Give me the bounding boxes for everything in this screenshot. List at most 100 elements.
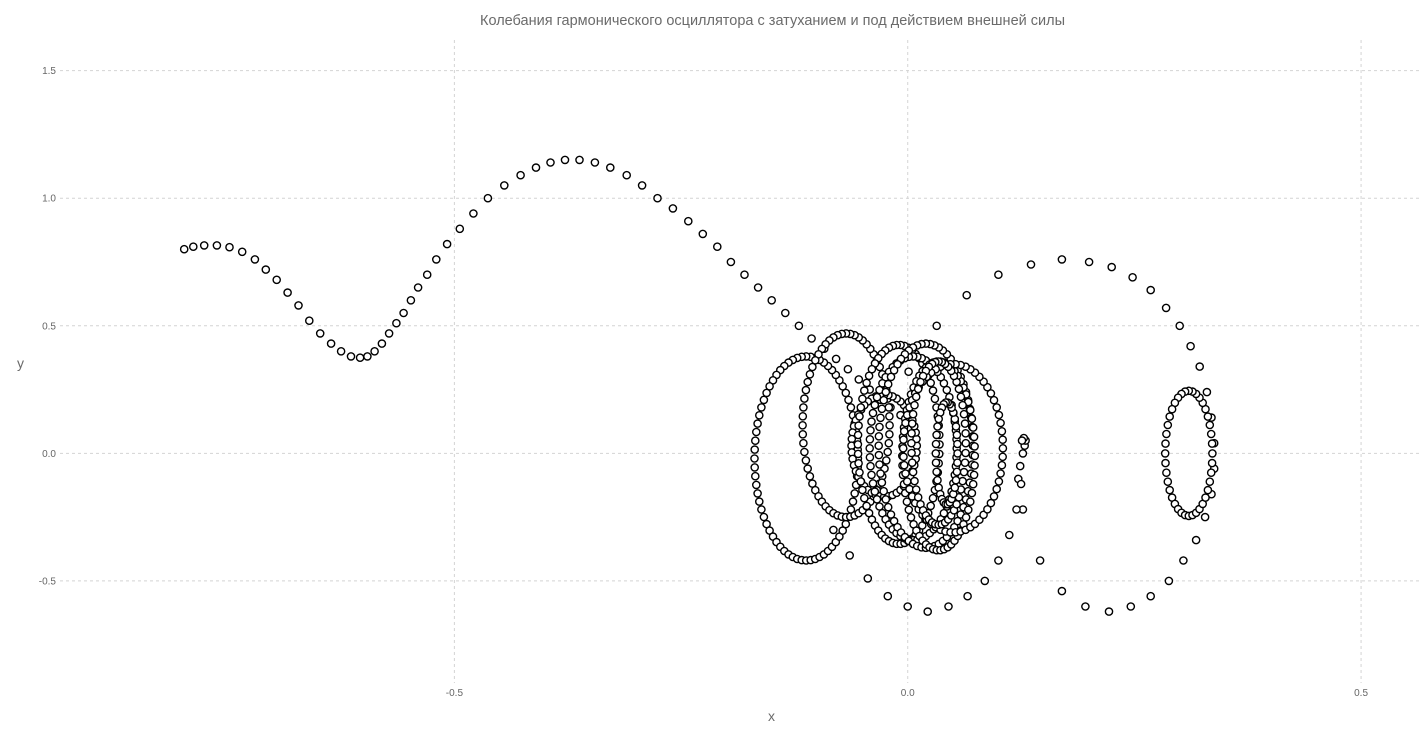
y-tick-label: 0.5 — [42, 321, 56, 332]
data-point — [1205, 477, 1215, 487]
data-point — [997, 426, 1007, 436]
data-point — [1126, 602, 1136, 611]
data-point — [684, 216, 693, 226]
data-point — [856, 477, 866, 486]
data-point — [998, 452, 1008, 462]
data-point — [969, 470, 979, 480]
data-point — [1161, 439, 1170, 448]
data-point — [272, 275, 282, 285]
data-point — [964, 505, 973, 515]
data-point — [843, 364, 853, 374]
data-point — [575, 155, 584, 165]
data-point — [889, 365, 899, 375]
data-point — [883, 591, 893, 601]
data-point — [1163, 420, 1173, 430]
data-point — [926, 501, 936, 511]
data-point — [392, 318, 401, 328]
data-point — [713, 242, 722, 251]
data-point — [753, 419, 762, 428]
data-point — [442, 239, 452, 249]
data-point — [923, 607, 933, 616]
y-tick-label: 0.0 — [42, 449, 56, 460]
data-point — [1012, 505, 1021, 514]
data-point — [750, 463, 760, 472]
tick-labels: -0.5 0.0 0.5 1.0 1.5 -0.5 0.0 0.5 — [39, 66, 1369, 699]
data-point — [794, 321, 804, 331]
data-point — [933, 475, 942, 485]
data-point — [751, 436, 760, 446]
data-point — [808, 362, 817, 372]
data-point — [1206, 468, 1216, 478]
data-point — [751, 471, 760, 481]
data-point — [907, 419, 917, 428]
data-point — [1128, 272, 1137, 282]
data-point — [934, 414, 944, 424]
data-point — [469, 209, 478, 218]
data-point — [989, 492, 999, 501]
data-point — [874, 441, 884, 451]
data-point — [883, 379, 893, 389]
data-point — [961, 428, 970, 438]
data-point — [854, 421, 863, 430]
data-point — [899, 426, 909, 436]
data-point — [872, 392, 882, 402]
data-point — [983, 504, 992, 514]
data-point — [1208, 449, 1217, 458]
data-point — [970, 451, 980, 461]
data-point — [250, 255, 260, 264]
data-point — [910, 400, 919, 410]
data-point — [960, 419, 970, 428]
data-point — [899, 435, 908, 445]
data-point — [994, 556, 1003, 565]
data-point — [992, 403, 1002, 412]
data-point — [483, 193, 493, 203]
data-point — [902, 477, 912, 486]
data-point — [1200, 512, 1210, 522]
data-point — [844, 395, 853, 405]
data-point — [853, 430, 863, 440]
data-point — [781, 308, 790, 318]
data-point — [1195, 362, 1204, 371]
data-point — [885, 429, 894, 439]
data-point — [882, 456, 891, 465]
data-point — [867, 470, 876, 480]
data-point — [884, 403, 894, 412]
data-point — [962, 290, 972, 300]
data-point — [805, 369, 815, 379]
data-point — [865, 443, 875, 453]
data-point — [928, 493, 938, 503]
data-point — [1201, 493, 1210, 502]
data-point — [798, 429, 808, 439]
data-point — [997, 460, 1007, 470]
data-point — [1161, 303, 1171, 313]
data-point — [931, 458, 941, 468]
x-tick-label: -0.5 — [446, 688, 464, 699]
data-point — [865, 452, 875, 462]
data-point — [966, 497, 975, 507]
data-point — [399, 308, 408, 318]
data-point — [875, 422, 884, 432]
data-point — [907, 438, 916, 448]
y-axis-label: y — [17, 355, 24, 371]
data-point — [956, 392, 966, 402]
data-point — [954, 384, 964, 394]
data-point — [881, 387, 891, 397]
data-point — [413, 283, 423, 292]
data-point — [986, 389, 996, 398]
data-point — [753, 489, 762, 498]
data-point — [853, 440, 863, 449]
data-point — [740, 270, 749, 280]
data-point — [841, 388, 851, 398]
data-point — [876, 469, 885, 478]
gridlines — [60, 40, 1420, 683]
data-point — [377, 339, 387, 348]
data-point — [959, 409, 969, 419]
data-point — [952, 467, 962, 477]
data-point — [867, 417, 876, 426]
data-point — [908, 467, 918, 477]
data-point — [860, 493, 869, 503]
data-point — [931, 449, 941, 458]
data-point — [906, 513, 916, 522]
data-point — [755, 497, 764, 506]
y-tick-label: 1.0 — [42, 194, 56, 205]
